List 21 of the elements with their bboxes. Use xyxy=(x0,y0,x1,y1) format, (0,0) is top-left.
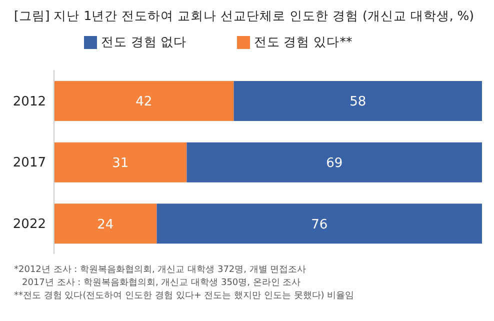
y-tick-label: 2022 xyxy=(12,216,46,232)
legend-label: 전도 경험 있다** xyxy=(254,34,352,49)
text: 2017년 조사 : 학원복음화협의회, 개신교 대학생 350명, 온라인 조사 xyxy=(21,277,302,290)
bar xyxy=(54,142,187,182)
bar xyxy=(54,81,234,121)
text: **전도 경험 있다(전도하여 인도한 경험 있다+ 전도는 했지만 인도는 못했다) 비율임 xyxy=(14,290,354,303)
y-tick-label: 2017 xyxy=(12,156,46,171)
chart-title: [그림] 지난 1년간 전도하여 교회나 선교단체로 인도한 경험 (개신교 대학생, %) xyxy=(14,8,474,25)
data-label: 24 xyxy=(97,217,114,232)
legend-label: 전도 경험 없다 xyxy=(100,34,187,49)
text: *2012년 조사 : 학원복음화협의회, 개신교 대학생 372명, 개별 면접조사 xyxy=(14,264,308,277)
bar xyxy=(186,142,482,182)
bar xyxy=(156,204,482,244)
data-label: 58 xyxy=(350,94,366,110)
bar xyxy=(54,204,157,244)
bar xyxy=(234,81,482,121)
data-label: 31 xyxy=(112,156,129,171)
y-tick-label: 2012 xyxy=(12,94,46,110)
data-label: 42 xyxy=(136,94,152,110)
data-label: 76 xyxy=(311,217,328,232)
data-label: 69 xyxy=(326,156,343,171)
